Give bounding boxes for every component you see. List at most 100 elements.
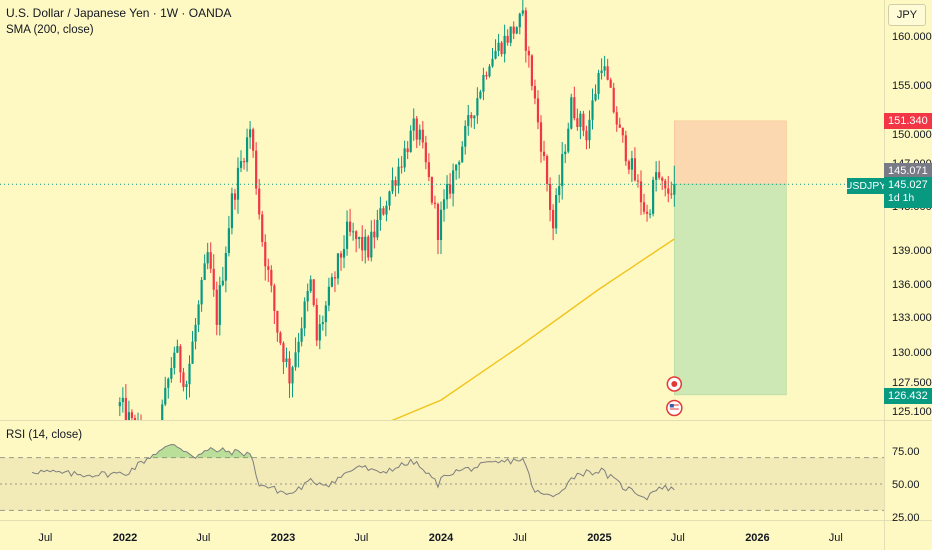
candle-body xyxy=(212,268,215,290)
candle-body xyxy=(170,368,173,379)
candle-body xyxy=(427,162,430,178)
candle-body xyxy=(633,158,637,181)
candle-body xyxy=(379,208,382,220)
candle-body xyxy=(536,98,540,123)
candle-body xyxy=(612,87,615,113)
candle-body xyxy=(245,137,249,163)
candle-body xyxy=(418,129,421,140)
time-axis: Jul 2022 Jul 2023 Jul 2024 Jul 2025 Jul 2026 Jul xyxy=(38,532,842,544)
candle-body xyxy=(570,97,573,129)
candle-body xyxy=(594,93,597,101)
candle-body xyxy=(470,114,473,119)
candle-body xyxy=(327,286,330,306)
candle-body xyxy=(376,219,379,238)
candle-body xyxy=(388,191,391,206)
candle-body xyxy=(558,186,561,196)
candle-body xyxy=(161,404,164,420)
candle-body xyxy=(330,277,334,287)
candle-body xyxy=(333,277,337,279)
stop-price-tag: 126.432 xyxy=(884,388,932,404)
candle-body xyxy=(167,378,170,388)
candle-body xyxy=(382,208,385,215)
candle-body xyxy=(185,384,188,387)
candle-body xyxy=(194,324,197,342)
candle-body xyxy=(542,151,546,157)
candle-body xyxy=(452,170,455,194)
position-profit-zone[interactable] xyxy=(674,183,787,396)
candle-body xyxy=(658,172,661,178)
sma-legend[interactable]: SMA (200, close) xyxy=(6,24,94,36)
bar-countdown: 1d 1h xyxy=(888,192,915,204)
candle-body xyxy=(288,358,291,384)
candle-body xyxy=(124,397,127,420)
candle-body xyxy=(197,304,200,325)
candle-body xyxy=(312,279,315,305)
price-tick-label: 160.000 xyxy=(892,31,932,43)
candle-body xyxy=(503,35,506,55)
rsi-tick-label: 50.00 xyxy=(892,479,920,491)
candle-body xyxy=(512,26,515,34)
candle-body xyxy=(412,118,415,131)
economic-event-icon[interactable] xyxy=(666,376,683,392)
candle-body xyxy=(585,130,588,141)
candle-body xyxy=(242,161,246,163)
price-tick-label: 130.000 xyxy=(892,347,932,359)
rsi-tick-label: 25.00 xyxy=(892,512,920,524)
previous-close-tag: 145.071 xyxy=(884,163,932,179)
candle-body xyxy=(448,184,452,194)
candle-body xyxy=(255,150,258,189)
candle-body xyxy=(227,228,230,254)
candle-body xyxy=(591,100,594,120)
candle-body xyxy=(648,213,652,215)
candle-body xyxy=(261,214,264,242)
candle-body xyxy=(421,129,424,143)
candle-body xyxy=(479,91,482,99)
candle-body xyxy=(355,231,358,240)
price-tick-label: 127.500 xyxy=(892,377,932,389)
candle-body xyxy=(521,10,524,14)
candle-body xyxy=(603,66,606,71)
candle-body xyxy=(539,122,543,152)
candle-body xyxy=(609,79,612,88)
candle-body xyxy=(342,248,346,258)
rsi-tick-label: 75.00 xyxy=(892,446,920,458)
candle-body xyxy=(279,332,282,344)
candle-body xyxy=(439,209,443,240)
candle-body xyxy=(173,352,176,369)
candle-body xyxy=(618,124,621,128)
candle-body xyxy=(630,158,633,170)
candle-body xyxy=(494,50,497,59)
candle-body xyxy=(645,211,649,214)
candle-body xyxy=(567,128,570,152)
rsi-legend[interactable]: RSI (14, close) xyxy=(6,429,83,441)
candle-body xyxy=(670,193,673,195)
symbol-tag: USDJPY xyxy=(844,178,887,194)
price-tick-label: 155.000 xyxy=(892,80,932,92)
candle-body xyxy=(182,372,185,387)
currency-button[interactable]: JPY xyxy=(888,4,926,26)
candle-body xyxy=(339,253,343,258)
candle-body xyxy=(409,130,412,153)
candle-body xyxy=(291,367,294,384)
time-tick-label: 2026 xyxy=(745,532,769,544)
candle-body xyxy=(482,74,485,92)
us-flag-event-icon[interactable] xyxy=(666,399,683,417)
candle-body xyxy=(606,66,609,80)
candle-body xyxy=(488,66,491,77)
candle-body xyxy=(573,97,576,119)
time-tick-label: Jul xyxy=(513,532,527,544)
candle-body xyxy=(491,58,494,67)
position-loss-zone[interactable] xyxy=(674,120,787,185)
candle-body xyxy=(364,236,367,251)
candle-body xyxy=(127,412,130,420)
candle-body xyxy=(267,266,270,270)
candle-body xyxy=(552,209,555,229)
candle-body xyxy=(509,26,512,43)
candle-body xyxy=(273,285,276,311)
candle-body xyxy=(270,269,273,286)
candle-body xyxy=(394,180,397,186)
time-tick-label: Jul xyxy=(196,532,210,544)
time-tick-label: 2023 xyxy=(271,532,295,544)
